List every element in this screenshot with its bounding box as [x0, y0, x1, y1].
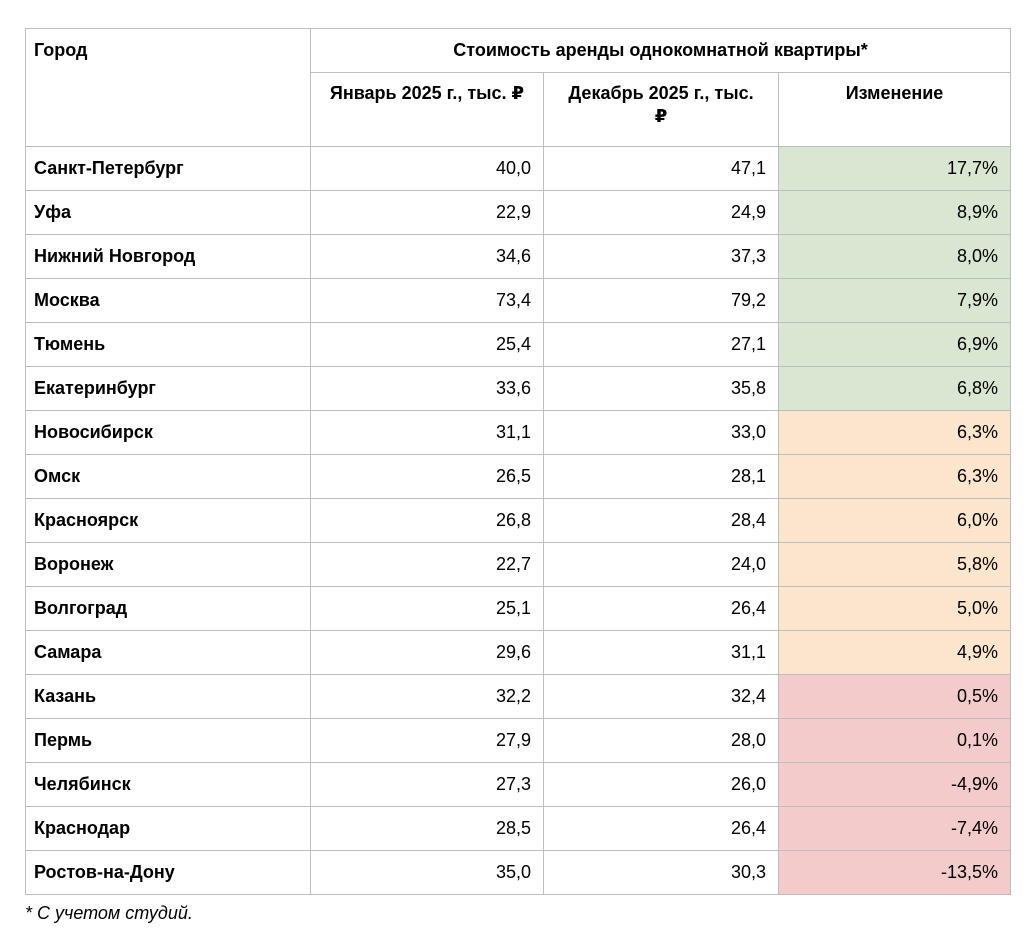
table-row: Красноярск 26,8 28,4 6,0%: [25, 498, 1011, 543]
dec-value-cell: 24,9: [543, 190, 779, 235]
table-row: Ростов-на-Дону 35,0 30,3 -13,5%: [25, 850, 1011, 895]
footnote: * С учетом студий.: [25, 903, 193, 923]
table-row: Волгоград 25,1 26,4 5,0%: [25, 586, 1011, 631]
table-row: Санкт-Петербург 40,0 47,1 17,7%: [25, 146, 1011, 191]
jan-value-cell: 33,6: [310, 366, 544, 411]
table-row: Пермь 27,9 28,0 0,1%: [25, 718, 1011, 763]
jan-value-cell: 26,5: [310, 454, 544, 499]
rent-price-table: Город Стоимость аренды однокомнатной ква…: [25, 28, 1011, 895]
table-row: Тюмень 25,4 27,1 6,9%: [25, 322, 1011, 367]
jan-value-cell: 34,6: [310, 234, 544, 279]
dec-value-cell: 33,0: [543, 410, 779, 455]
change-cell: 17,7%: [778, 146, 1011, 191]
city-cell: Самара: [25, 630, 311, 675]
dec-value-cell: 37,3: [543, 234, 779, 279]
city-cell: Воронеж: [25, 542, 311, 587]
jan-value-cell: 28,5: [310, 806, 544, 851]
change-cell: 6,3%: [778, 454, 1011, 499]
city-cell: Новосибирск: [25, 410, 311, 455]
table-row: Самара 29,6 31,1 4,9%: [25, 630, 1011, 675]
city-cell: Пермь: [25, 718, 311, 763]
dec-value-cell: 26,0: [543, 762, 779, 807]
table-row: Омск 26,5 28,1 6,3%: [25, 454, 1011, 499]
dec-value-cell: 32,4: [543, 674, 779, 719]
change-cell: 4,9%: [778, 630, 1011, 675]
jan-value-cell: 29,6: [310, 630, 544, 675]
change-cell: 6,8%: [778, 366, 1011, 411]
city-cell: Краснодар: [25, 806, 311, 851]
table-row: Екатеринбург 33,6 35,8 6,8%: [25, 366, 1011, 411]
city-cell: Нижний Новгород: [25, 234, 311, 279]
change-cell: 6,3%: [778, 410, 1011, 455]
jan-value-cell: 22,7: [310, 542, 544, 587]
column-header-city: Город: [25, 28, 311, 147]
table-row: Нижний Новгород 34,6 37,3 8,0%: [25, 234, 1011, 279]
change-cell: -7,4%: [778, 806, 1011, 851]
city-cell: Красноярск: [25, 498, 311, 543]
jan-value-cell: 32,2: [310, 674, 544, 719]
dec-value-cell: 31,1: [543, 630, 779, 675]
city-cell: Челябинск: [25, 762, 311, 807]
dec-value-cell: 26,4: [543, 806, 779, 851]
city-cell: Санкт-Петербург: [25, 146, 311, 191]
city-cell: Омск: [25, 454, 311, 499]
dec-value-cell: 28,0: [543, 718, 779, 763]
change-cell: -13,5%: [778, 850, 1011, 895]
jan-value-cell: 25,4: [310, 322, 544, 367]
city-cell: Волгоград: [25, 586, 311, 631]
jan-value-cell: 73,4: [310, 278, 544, 323]
table-body: Санкт-Петербург 40,0 47,1 17,7% Уфа 22,9…: [25, 146, 1011, 895]
column-group-header: Стоимость аренды однокомнатной квартиры*: [310, 28, 1011, 73]
table-row: Москва 73,4 79,2 7,9%: [25, 278, 1011, 323]
table-row: Казань 32,2 32,4 0,5%: [25, 674, 1011, 719]
change-cell: 8,0%: [778, 234, 1011, 279]
dec-value-cell: 27,1: [543, 322, 779, 367]
table-row: Уфа 22,9 24,9 8,9%: [25, 190, 1011, 235]
dec-value-cell: 35,8: [543, 366, 779, 411]
change-cell: 6,0%: [778, 498, 1011, 543]
change-cell: 7,9%: [778, 278, 1011, 323]
change-cell: 5,8%: [778, 542, 1011, 587]
jan-value-cell: 22,9: [310, 190, 544, 235]
city-cell: Уфа: [25, 190, 311, 235]
dec-value-cell: 79,2: [543, 278, 779, 323]
jan-value-cell: 35,0: [310, 850, 544, 895]
city-cell: Тюмень: [25, 322, 311, 367]
change-cell: 0,1%: [778, 718, 1011, 763]
dec-value-cell: 30,3: [543, 850, 779, 895]
change-cell: 0,5%: [778, 674, 1011, 719]
change-cell: 8,9%: [778, 190, 1011, 235]
table-row: Челябинск 27,3 26,0 -4,9%: [25, 762, 1011, 807]
dec-value-cell: 47,1: [543, 146, 779, 191]
jan-value-cell: 25,1: [310, 586, 544, 631]
dec-value-cell: 28,4: [543, 498, 779, 543]
city-cell: Екатеринбург: [25, 366, 311, 411]
column-header-change: Изменение: [778, 72, 1011, 147]
city-cell: Казань: [25, 674, 311, 719]
table-row: Краснодар 28,5 26,4 -7,4%: [25, 806, 1011, 851]
change-cell: -4,9%: [778, 762, 1011, 807]
jan-value-cell: 27,3: [310, 762, 544, 807]
jan-value-cell: 31,1: [310, 410, 544, 455]
table-row: Новосибирск 31,1 33,0 6,3%: [25, 410, 1011, 455]
column-header-december-label: Декабрь 2025 г., тыс. ₽: [568, 83, 754, 126]
jan-value-cell: 27,9: [310, 718, 544, 763]
column-header-december: Декабрь 2025 г., тыс. ₽: [543, 72, 779, 147]
dec-value-cell: 24,0: [543, 542, 779, 587]
jan-value-cell: 40,0: [310, 146, 544, 191]
table-row: Воронеж 22,7 24,0 5,8%: [25, 542, 1011, 587]
column-header-january-label: Январь 2025 г., тыс. ₽: [329, 83, 525, 103]
dec-value-cell: 28,1: [543, 454, 779, 499]
dec-value-cell: 26,4: [543, 586, 779, 631]
change-cell: 5,0%: [778, 586, 1011, 631]
jan-value-cell: 26,8: [310, 498, 544, 543]
change-cell: 6,9%: [778, 322, 1011, 367]
city-cell: Ростов-на-Дону: [25, 850, 311, 895]
city-cell: Москва: [25, 278, 311, 323]
column-header-january: Январь 2025 г., тыс. ₽: [310, 72, 544, 147]
